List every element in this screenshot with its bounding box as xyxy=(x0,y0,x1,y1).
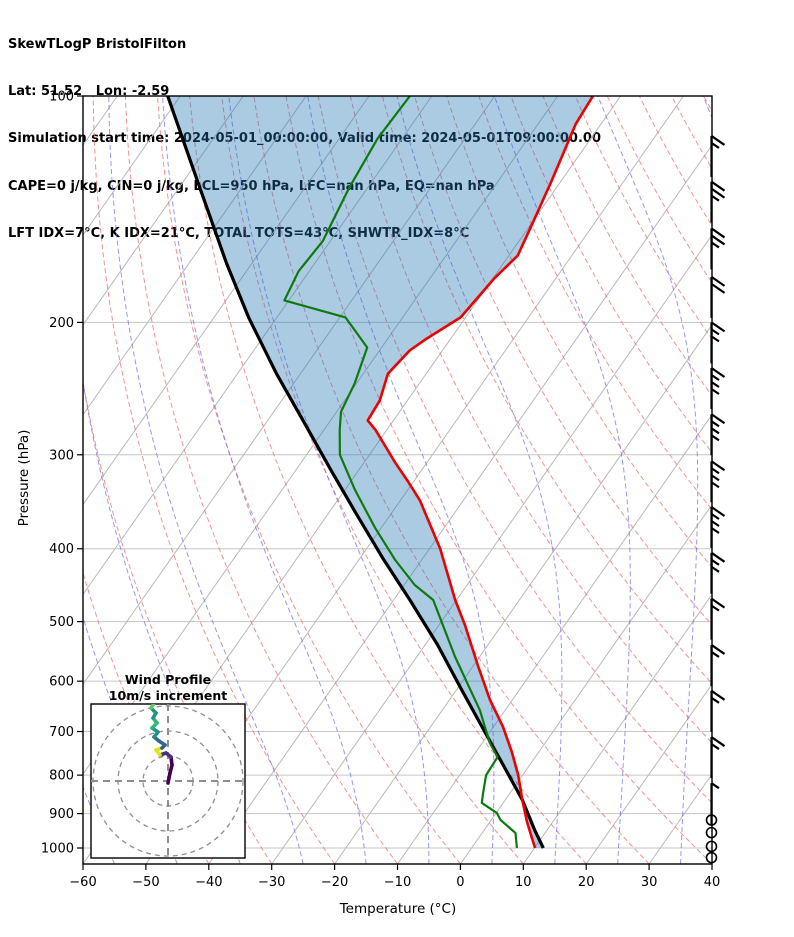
x-tick-label: 10 xyxy=(515,875,532,890)
x-tick-label: 40 xyxy=(704,875,721,890)
calm-wind-icon xyxy=(705,826,718,839)
y-tick-label: 400 xyxy=(49,542,74,557)
x-tick-label: 30 xyxy=(641,875,658,890)
x-tick-labels: −60 −50 −40 −30 −20 −10 0 10 20 30 40 xyxy=(69,864,720,890)
y-tick-label: 800 xyxy=(49,769,74,784)
hodograph-title-line2: 10m/s increment xyxy=(108,687,228,703)
parcel-curve xyxy=(166,96,545,849)
y-tick-label: 200 xyxy=(49,316,74,331)
x-tick-label: 0 xyxy=(456,875,464,890)
y-tick-labels: 100 200 300 400 500 600 700 800 900 1000 xyxy=(41,90,83,857)
x-axis-label: Temperature (°C) xyxy=(339,901,457,917)
y-tick-label: 600 xyxy=(49,675,74,690)
y-axis-label: Pressure (hPa) xyxy=(16,429,32,527)
x-tick-label: −20 xyxy=(321,875,348,890)
hodograph-wind-trace xyxy=(149,704,156,710)
isotherm-gridlines xyxy=(83,96,712,864)
plot-area xyxy=(83,96,712,864)
x-tick-label: −30 xyxy=(258,875,285,890)
x-tick-label: −10 xyxy=(384,875,411,890)
y-tick-label: 100 xyxy=(49,90,74,105)
cin-shading xyxy=(167,96,593,848)
y-tick-label: 500 xyxy=(49,615,74,630)
calm-wind-icon xyxy=(705,840,718,853)
y-tick-label: 300 xyxy=(49,448,74,463)
figure-header: SkewTLogP BristolFilton Lat: 51.52 Lon: … xyxy=(8,5,601,274)
x-tick-label: −50 xyxy=(132,875,159,890)
temperature-curve xyxy=(366,96,595,849)
x-tick-label: −60 xyxy=(69,875,96,890)
header-title: SkewTLogP BristolFilton xyxy=(8,36,187,52)
calm-wind-icon xyxy=(705,851,718,864)
hodograph-inset xyxy=(90,703,246,859)
y-tick-label: 700 xyxy=(49,725,74,740)
y-tick-label: 900 xyxy=(49,807,74,822)
hodograph-title: Wind Profile 10m/s increment xyxy=(109,672,227,703)
dry-adiabats xyxy=(83,96,712,864)
calm-wind-icon xyxy=(705,814,718,826)
header-indices-1: CAPE=0 j/kg, CIN=0 j/kg, LCL=950 hPa, LF… xyxy=(8,178,495,194)
wind-barbs xyxy=(705,135,726,864)
x-tick-label: −40 xyxy=(195,875,222,890)
dewpoint-curve xyxy=(283,96,518,849)
header-latlon: Lat: 51.52 Lon: -2.59 xyxy=(8,83,170,99)
y-tick-label: 1000 xyxy=(41,842,74,857)
hodograph-title-line1: Wind Profile xyxy=(124,672,212,687)
x-tick-label: 20 xyxy=(578,875,595,890)
